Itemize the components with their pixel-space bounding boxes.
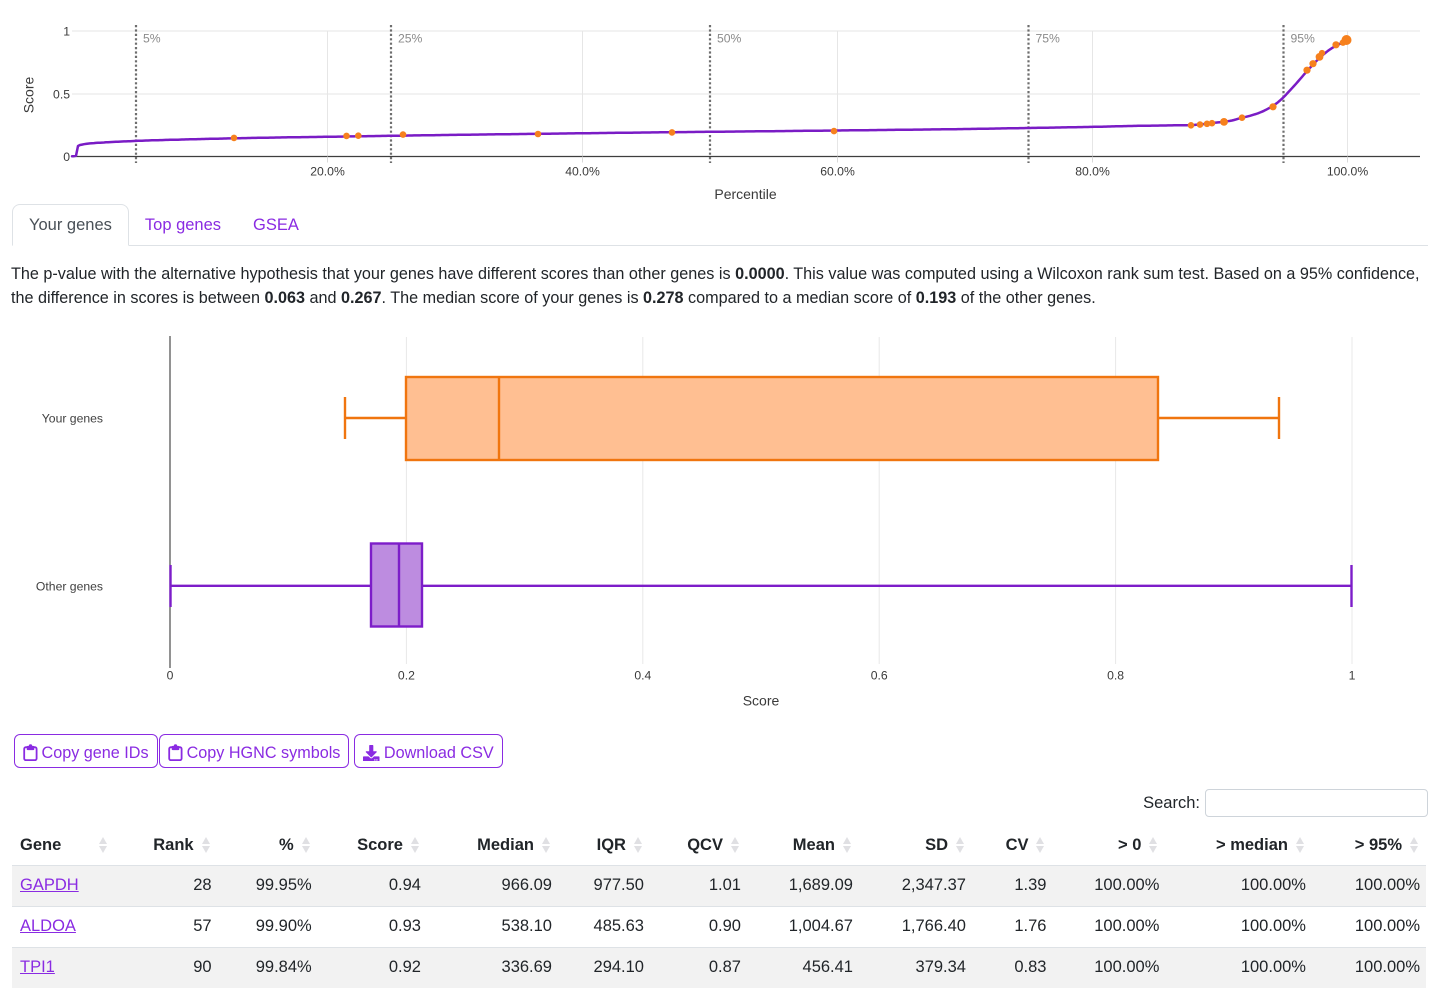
svg-text:20.0%: 20.0% xyxy=(310,165,345,179)
svg-text:95%: 95% xyxy=(1291,32,1316,46)
svg-text:Score: Score xyxy=(743,693,780,709)
svg-text:80.0%: 80.0% xyxy=(1075,165,1110,179)
svg-text:Your genes: Your genes xyxy=(42,411,103,425)
svg-text:Percentile: Percentile xyxy=(714,186,776,202)
svg-text:100.0%: 100.0% xyxy=(1327,165,1368,179)
svg-text:0.4: 0.4 xyxy=(634,669,651,683)
svg-text:0.8: 0.8 xyxy=(1107,669,1124,683)
svg-text:0.6: 0.6 xyxy=(871,669,888,683)
svg-text:Score: Score xyxy=(21,77,37,114)
svg-text:0.5: 0.5 xyxy=(53,88,70,102)
svg-text:50%: 50% xyxy=(717,32,742,46)
svg-text:1: 1 xyxy=(63,24,70,38)
svg-text:1: 1 xyxy=(1349,669,1356,683)
svg-text:0: 0 xyxy=(167,669,174,683)
svg-text:60.0%: 60.0% xyxy=(820,165,855,179)
svg-text:25%: 25% xyxy=(398,32,423,46)
svg-text:0: 0 xyxy=(63,150,70,164)
svg-text:40.0%: 40.0% xyxy=(565,165,600,179)
svg-text:5%: 5% xyxy=(143,32,161,46)
svg-text:0.2: 0.2 xyxy=(398,669,415,683)
svg-text:75%: 75% xyxy=(1036,32,1061,46)
svg-text:Other genes: Other genes xyxy=(36,579,103,593)
